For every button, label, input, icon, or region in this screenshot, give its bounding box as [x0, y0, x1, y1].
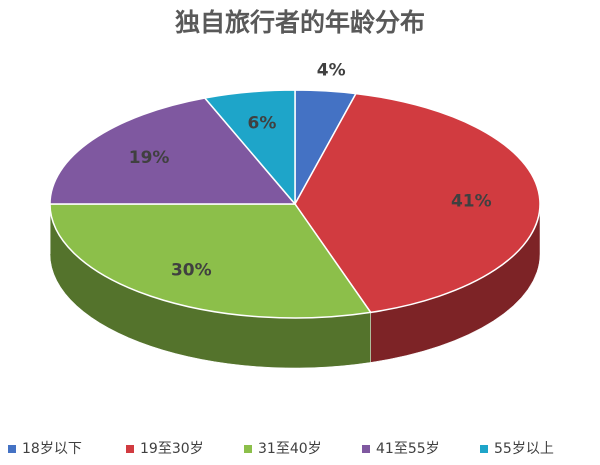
legend-label: 55岁以上 [494, 441, 554, 457]
data-label: 30% [171, 260, 212, 280]
chart-title: 独自旅行者的年龄分布 [175, 8, 425, 37]
legend-swatch [480, 445, 488, 453]
legend-swatch [244, 445, 252, 453]
slice [49, 203, 373, 319]
slice [49, 97, 297, 205]
data-label: 6% [248, 113, 277, 133]
slice [294, 92, 541, 314]
legend-swatch [8, 445, 16, 453]
legend-label: 41至55岁 [376, 441, 440, 457]
legend-label: 18岁以下 [22, 441, 82, 457]
data-label: 19% [129, 148, 170, 168]
legend-swatch [362, 445, 370, 453]
legend-swatch [126, 445, 134, 453]
slice [203, 89, 296, 207]
legend-label: 31至40岁 [258, 441, 322, 457]
data-label: 4% [317, 61, 346, 81]
data-label: 41% [451, 191, 492, 211]
legend-label: 19至30岁 [140, 441, 204, 457]
